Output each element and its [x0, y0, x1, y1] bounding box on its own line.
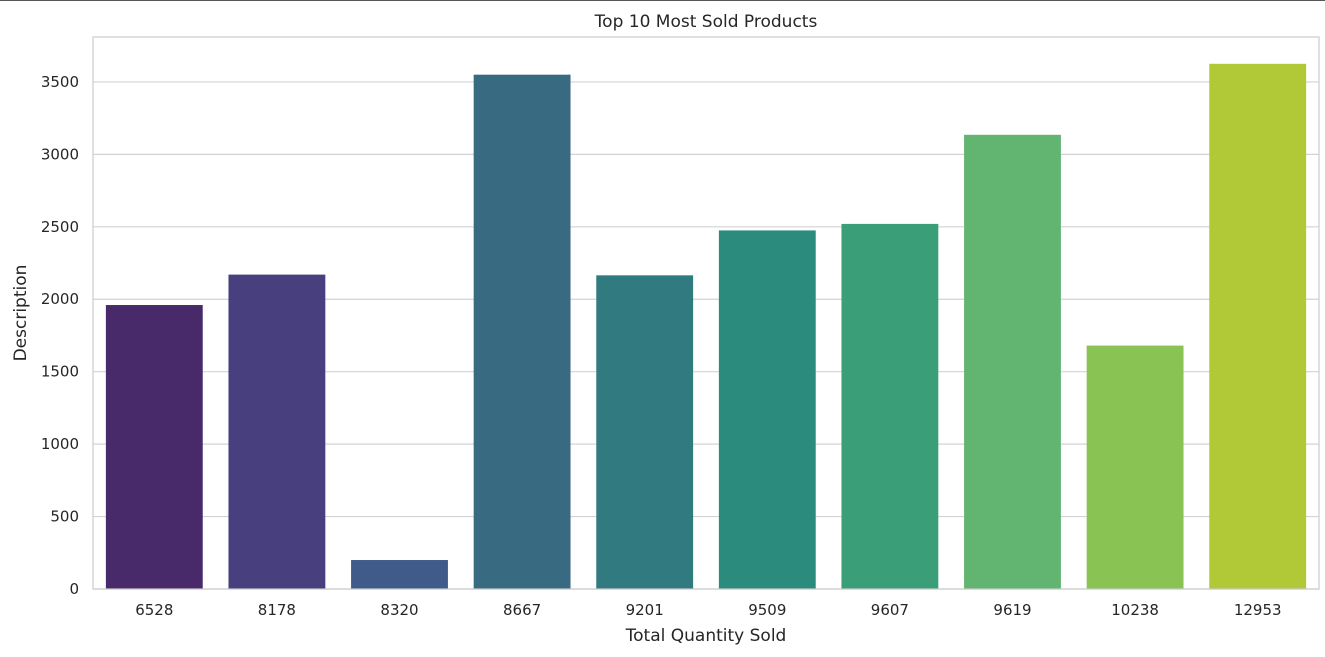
y-tick-label: 3000 [41, 145, 79, 163]
bar-8178 [228, 275, 325, 589]
bar-6528 [106, 305, 203, 589]
y-tick-label: 2000 [41, 290, 79, 308]
bars [106, 64, 1306, 589]
bar-10238 [1087, 346, 1184, 589]
y-tick-labels: 0 500 1000 1500 2000 2500 3000 3500 [41, 73, 79, 598]
bar-12953 [1209, 64, 1306, 589]
x-tick-label: 8667 [503, 601, 541, 619]
x-tick-labels: 6528 8178 8320 8667 9201 9509 9607 9619 10238 129… [135, 601, 1281, 619]
y-axis-label: Description [11, 265, 31, 362]
x-tick-label: 9509 [748, 601, 786, 619]
x-tick-label: 10238 [1111, 601, 1159, 619]
y-tick-label: 3500 [41, 73, 79, 91]
y-tick-label: 2500 [41, 218, 79, 236]
x-tick-label: 8178 [258, 601, 296, 619]
chart-title: Top 10 Most Sold Products [594, 12, 818, 32]
bar-9201 [596, 275, 693, 589]
y-tick-label: 1000 [41, 435, 79, 453]
x-tick-label: 8320 [380, 601, 418, 619]
x-tick-label: 9607 [871, 601, 909, 619]
bar-8667 [474, 75, 571, 589]
x-tick-label: 9201 [626, 601, 664, 619]
bar-9509 [719, 230, 816, 589]
y-tick-label: 1500 [41, 363, 79, 381]
bar-8320 [351, 560, 448, 589]
x-tick-label: 9619 [993, 601, 1031, 619]
x-tick-label: 12953 [1234, 601, 1282, 619]
y-tick-label: 0 [69, 580, 79, 598]
x-axis-label: Total Quantity Sold [625, 626, 787, 646]
x-tick-label: 6528 [135, 601, 173, 619]
bar-9607 [841, 224, 938, 589]
y-tick-label: 500 [50, 508, 79, 526]
bar-9619 [964, 135, 1061, 589]
